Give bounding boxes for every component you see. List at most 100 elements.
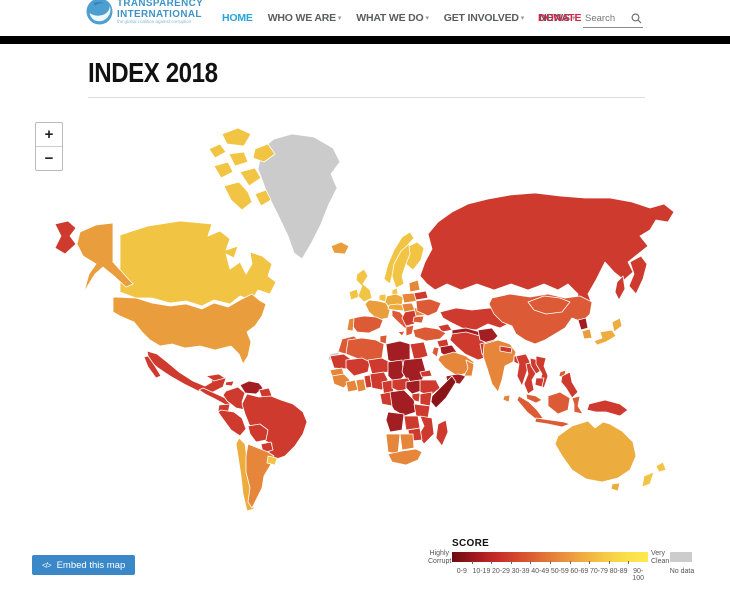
region-ukraine[interactable] (415, 298, 442, 317)
zoom-in-button[interactable]: + (44, 126, 54, 143)
region-somalia[interactable] (430, 375, 457, 409)
nav-item-news[interactable]: NEWS ▾ (539, 12, 576, 24)
legend-range-label: 0-9 (456, 568, 467, 575)
region-mozambique[interactable] (417, 415, 435, 445)
legend-tick (471, 561, 473, 564)
region-sweden[interactable] (391, 243, 414, 289)
region-greenland[interactable] (257, 133, 341, 260)
region-alaska[interactable] (76, 222, 134, 293)
region-vietnam[interactable] (535, 355, 549, 389)
region-kenya[interactable] (419, 391, 433, 407)
region-zambia[interactable] (403, 415, 421, 431)
nav-item-what-we-do[interactable]: WHAT WE DO ▾ (356, 12, 429, 24)
region-sicily[interactable] (397, 330, 406, 337)
region-benelux[interactable] (378, 293, 387, 303)
region-brazil[interactable] (241, 393, 308, 461)
region-cambodia[interactable] (534, 377, 545, 388)
region-egypt[interactable] (409, 341, 429, 361)
region-canada-arctic-6[interactable] (208, 143, 227, 159)
region-tasmania[interactable] (610, 482, 621, 492)
region-new-guinea[interactable] (586, 399, 629, 417)
region-japan-north[interactable] (611, 317, 623, 333)
region-nz-north[interactable] (655, 461, 667, 473)
region-java[interactable] (534, 417, 571, 428)
search-icon[interactable] (631, 13, 642, 24)
region-iceland[interactable] (330, 241, 350, 255)
region-bulgaria[interactable] (412, 315, 425, 324)
region-peru[interactable] (217, 409, 247, 437)
region-botswana[interactable] (399, 433, 415, 451)
region-sakhalin[interactable] (614, 275, 626, 301)
world-map[interactable] (0, 105, 730, 550)
region-baltics[interactable] (408, 279, 421, 293)
region-angola[interactable] (385, 411, 405, 433)
region-mali[interactable] (345, 357, 371, 377)
region-nz-south[interactable] (641, 471, 655, 488)
region-turkey[interactable] (412, 326, 447, 342)
region-eritrea[interactable] (419, 369, 433, 378)
nav-item-get-involved[interactable]: GET INVOLVED ▾ (443, 12, 525, 24)
region-levant[interactable] (431, 346, 440, 358)
embed-map-button[interactable]: </> Embed this map (32, 555, 136, 575)
region-france[interactable] (364, 299, 391, 321)
nav-item-home[interactable]: HOME (222, 12, 253, 24)
zoom-out-button[interactable]: − (36, 146, 62, 170)
region-ireland[interactable] (348, 288, 360, 301)
region-bolivia[interactable] (247, 423, 269, 443)
region-canada-arctic-3[interactable] (228, 151, 249, 167)
region-greece[interactable] (405, 324, 415, 337)
region-usa[interactable] (112, 293, 267, 365)
region-madagascar[interactable] (435, 419, 449, 447)
region-canada[interactable] (119, 220, 277, 307)
search-input[interactable] (583, 11, 631, 25)
region-canada-baffin[interactable] (223, 181, 253, 211)
region-hispaniola[interactable] (224, 380, 235, 387)
region-niger[interactable] (367, 357, 391, 375)
region-canada-arctic-7[interactable] (254, 189, 272, 207)
region-sulawesi[interactable] (571, 395, 584, 415)
region-myanmar[interactable] (515, 353, 531, 387)
region-russia[interactable] (419, 192, 675, 315)
region-ghana[interactable] (355, 378, 367, 393)
region-canada-arctic-2[interactable] (252, 143, 276, 163)
region-portugal[interactable] (346, 317, 355, 332)
region-chukotka[interactable] (54, 220, 77, 255)
region-australia[interactable] (554, 420, 637, 483)
region-kamchatka[interactable] (628, 255, 648, 295)
region-nepal[interactable] (499, 345, 513, 354)
region-baja[interactable] (143, 355, 162, 379)
region-finland[interactable] (405, 241, 425, 271)
region-namibia[interactable] (385, 433, 401, 455)
logo[interactable]: TRANSPARENCY INTERNATIONAL the global co… (86, 0, 209, 25)
region-ethiopia[interactable] (419, 379, 441, 397)
donate-link[interactable]: DONATE (538, 12, 582, 24)
region-japan-main[interactable] (593, 329, 617, 346)
region-malaysia[interactable] (525, 393, 543, 404)
region-south-africa[interactable] (387, 448, 423, 466)
legend-range-label: 50-59 (550, 568, 569, 575)
region-uruguay[interactable] (266, 455, 278, 466)
region-mongolia[interactable] (527, 295, 571, 315)
region-argentina[interactable] (245, 443, 275, 509)
region-cuba[interactable] (205, 373, 226, 382)
region-uk[interactable] (355, 268, 373, 303)
region-congo[interactable] (379, 391, 393, 407)
region-sri-lanka[interactable] (502, 394, 511, 403)
region-canada-arctic-4[interactable] (213, 161, 234, 179)
region-oman[interactable] (463, 359, 475, 377)
region-mexico[interactable] (146, 350, 227, 393)
region-south-sudan[interactable] (405, 379, 425, 395)
region-borneo[interactable] (547, 391, 571, 415)
region-canada-arctic-1[interactable] (221, 127, 252, 147)
legend-tick (608, 561, 610, 564)
search-box (583, 9, 643, 28)
region-south-korea[interactable] (581, 328, 593, 340)
region-tunisia[interactable] (379, 334, 388, 345)
nav-item-who-we-are[interactable]: WHO WE ARE ▾ (267, 12, 342, 24)
region-india[interactable] (482, 339, 517, 393)
region-philippines[interactable] (560, 371, 579, 399)
region-spain[interactable] (350, 315, 384, 334)
region-north-korea[interactable] (577, 317, 589, 331)
region-belarus[interactable] (413, 290, 429, 301)
region-canada-arctic-5[interactable] (239, 167, 262, 187)
